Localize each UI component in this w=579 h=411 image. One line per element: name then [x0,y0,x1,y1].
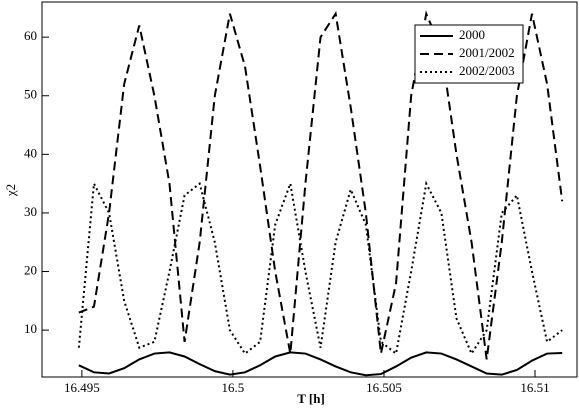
legend-label: 2001/2002 [459,45,515,60]
x-tick-label: 16.495 [64,380,100,395]
series-line [78,351,563,377]
y-tick-label: 20 [24,263,37,278]
y-axis-label: χ2 [3,184,18,197]
y-tick-label: 30 [24,204,37,219]
series-line [78,10,564,360]
y-tick-label: 60 [24,28,37,43]
x-tick-label: 16.5 [222,380,245,395]
y-tick-label: 40 [24,145,37,160]
legend-label: 2002/2003 [459,63,515,78]
x-tick-label: 16.51 [520,380,549,395]
x-tick-label: 16.505 [366,380,402,395]
y-tick-label: 10 [24,321,37,336]
legend-box [414,24,524,84]
y-tick-label: 50 [24,87,37,102]
series-line [77,179,563,356]
plot-frame [41,1,578,378]
legend-label: 2000 [459,27,485,42]
x-axis-label: T [h] [297,391,325,406]
